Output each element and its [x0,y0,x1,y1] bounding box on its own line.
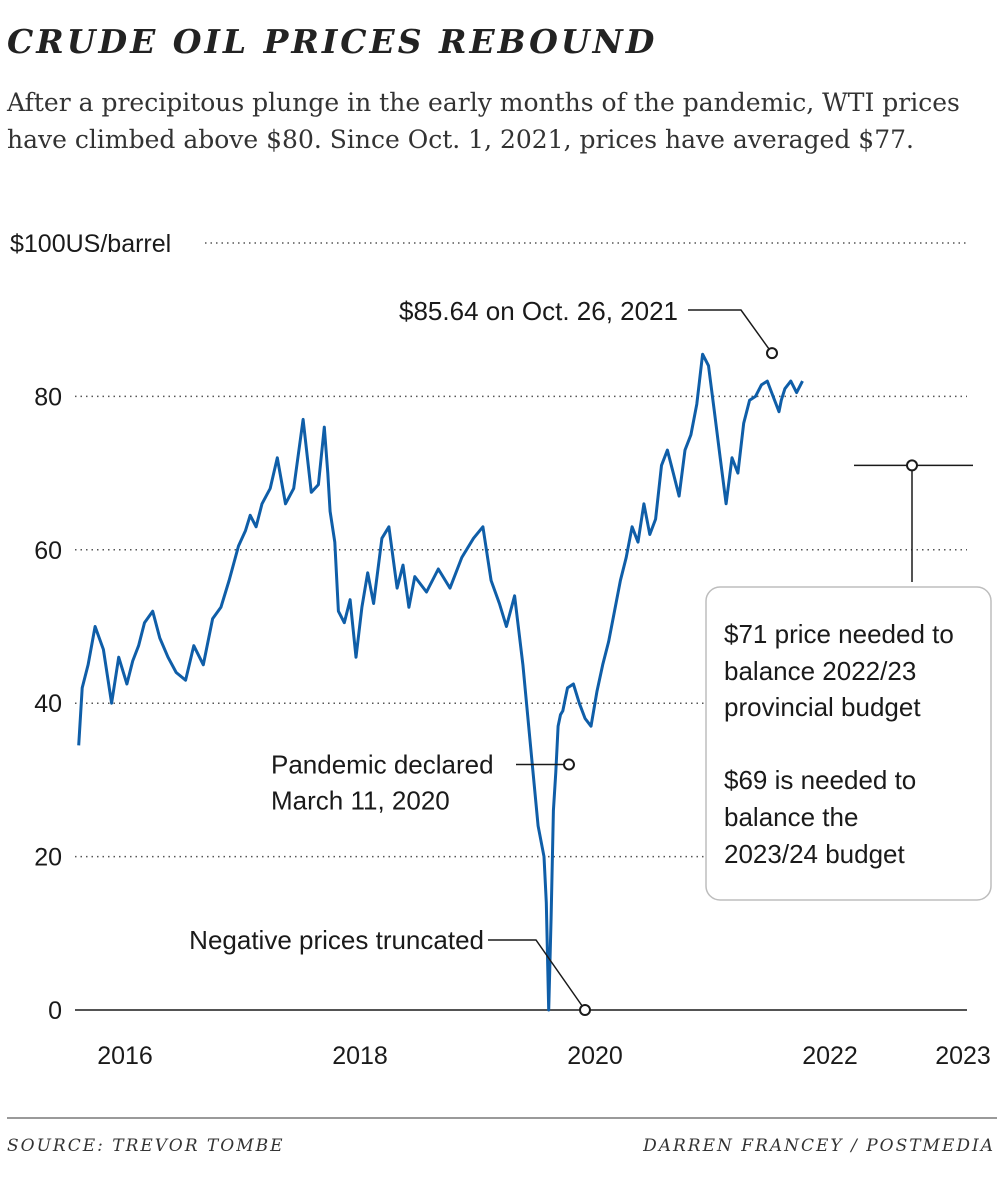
negative-prices-annotation: Negative prices truncated [189,925,484,955]
pandemic-annotation-line1: Pandemic declared [271,750,494,780]
budget-box-line2: balance 2022/23 [724,656,916,686]
peak-marker [766,347,778,360]
y-tick-label: 60 [34,537,62,565]
budget-box-line6: 2023/24 budget [724,839,906,869]
source-credit: SOURCE: TREVOR TOMBE [7,1136,285,1156]
x-tick-label: 2022 [802,1042,858,1070]
budget-box-line4: $69 is needed to [724,765,916,795]
negative-prices-marker [579,1004,591,1016]
price-series-line [77,352,804,1012]
peak-leader-line [688,309,773,354]
author-credit: DARREN FRANCEY / POSTMEDIA [643,1136,995,1156]
negative-prices-leader-line [488,939,586,1011]
footer-divider [7,1117,997,1119]
pandemic-marker [563,758,575,771]
y-axis-ticks: 0 20 40 60 80 $100US/barrel [10,230,171,1025]
budget-box-line3: provincial budget [724,692,921,722]
x-axis-ticks: 2016 2018 2020 2022 2023 [97,1042,991,1070]
x-tick-label: 2018 [332,1042,388,1070]
y-tick-label: 40 [34,690,62,718]
y-tick-label: 80 [34,383,62,411]
y-tick-label: $100US/barrel [10,230,171,258]
budget-marker [906,459,918,472]
budget-box-line5: balance the [724,802,858,832]
pandemic-annotation-line2: March 11, 2020 [271,786,450,816]
budget-box-line1: $71 price needed to [724,619,954,649]
y-tick-label: 0 [48,997,62,1025]
chart-subtitle: After a precipitous plunge in the early … [7,88,960,154]
y-tick-label: 20 [34,844,62,872]
x-tick-label: 2023 [935,1042,991,1070]
budget-callout-box [705,586,992,901]
chart-title: CRUDE OIL PRICES REBOUND [7,22,658,61]
x-tick-label: 2016 [97,1042,153,1070]
x-tick-label: 2020 [567,1042,623,1070]
peak-annotation: $85.64 on Oct. 26, 2021 [399,296,678,326]
